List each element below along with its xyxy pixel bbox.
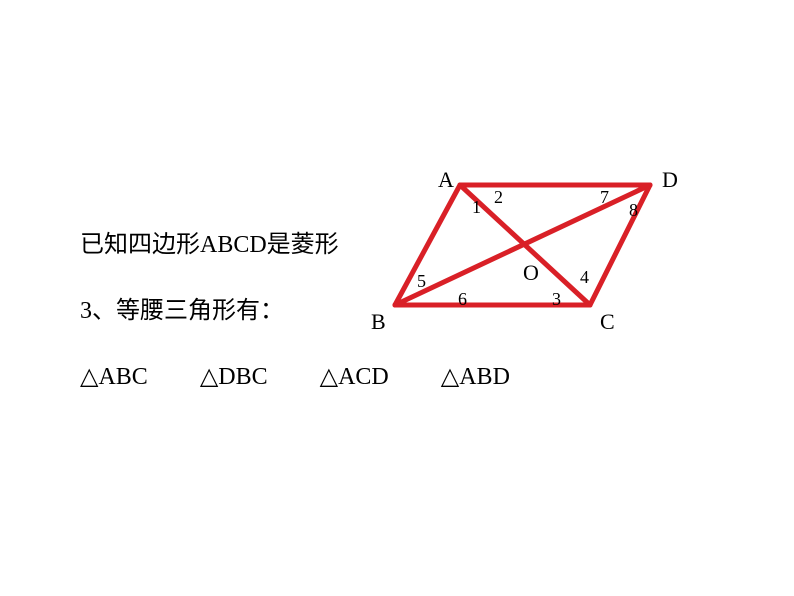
angle-label-3: 3 [552, 289, 561, 310]
statement-line-2: 3、等腰三角形有： [80, 290, 284, 325]
vertex-label-C: C [600, 309, 615, 335]
answer-1: △ABC [80, 362, 148, 391]
answer-4: △ABD [441, 362, 510, 391]
vertex-label-A: A [438, 167, 454, 193]
angle-label-5: 5 [417, 271, 426, 292]
angle-label-7: 7 [600, 187, 609, 208]
answer-3: △ACD [320, 362, 389, 391]
answers-row: △ABC △DBC △ACD △ABD [80, 362, 510, 391]
rhombus-diagram: A D C B O 12785634 [370, 175, 690, 345]
angle-label-1: 1 [472, 197, 481, 218]
angle-label-4: 4 [580, 267, 589, 288]
vertex-label-D: D [662, 167, 678, 193]
angle-label-2: 2 [494, 187, 503, 208]
vertex-label-B: B [371, 309, 386, 335]
angle-label-6: 6 [458, 289, 467, 310]
angle-label-8: 8 [629, 200, 638, 221]
answer-2: △DBC [200, 362, 268, 391]
statement-line-1: 已知四边形ABCD是菱形 [80, 224, 339, 259]
vertex-label-O: O [523, 260, 539, 286]
